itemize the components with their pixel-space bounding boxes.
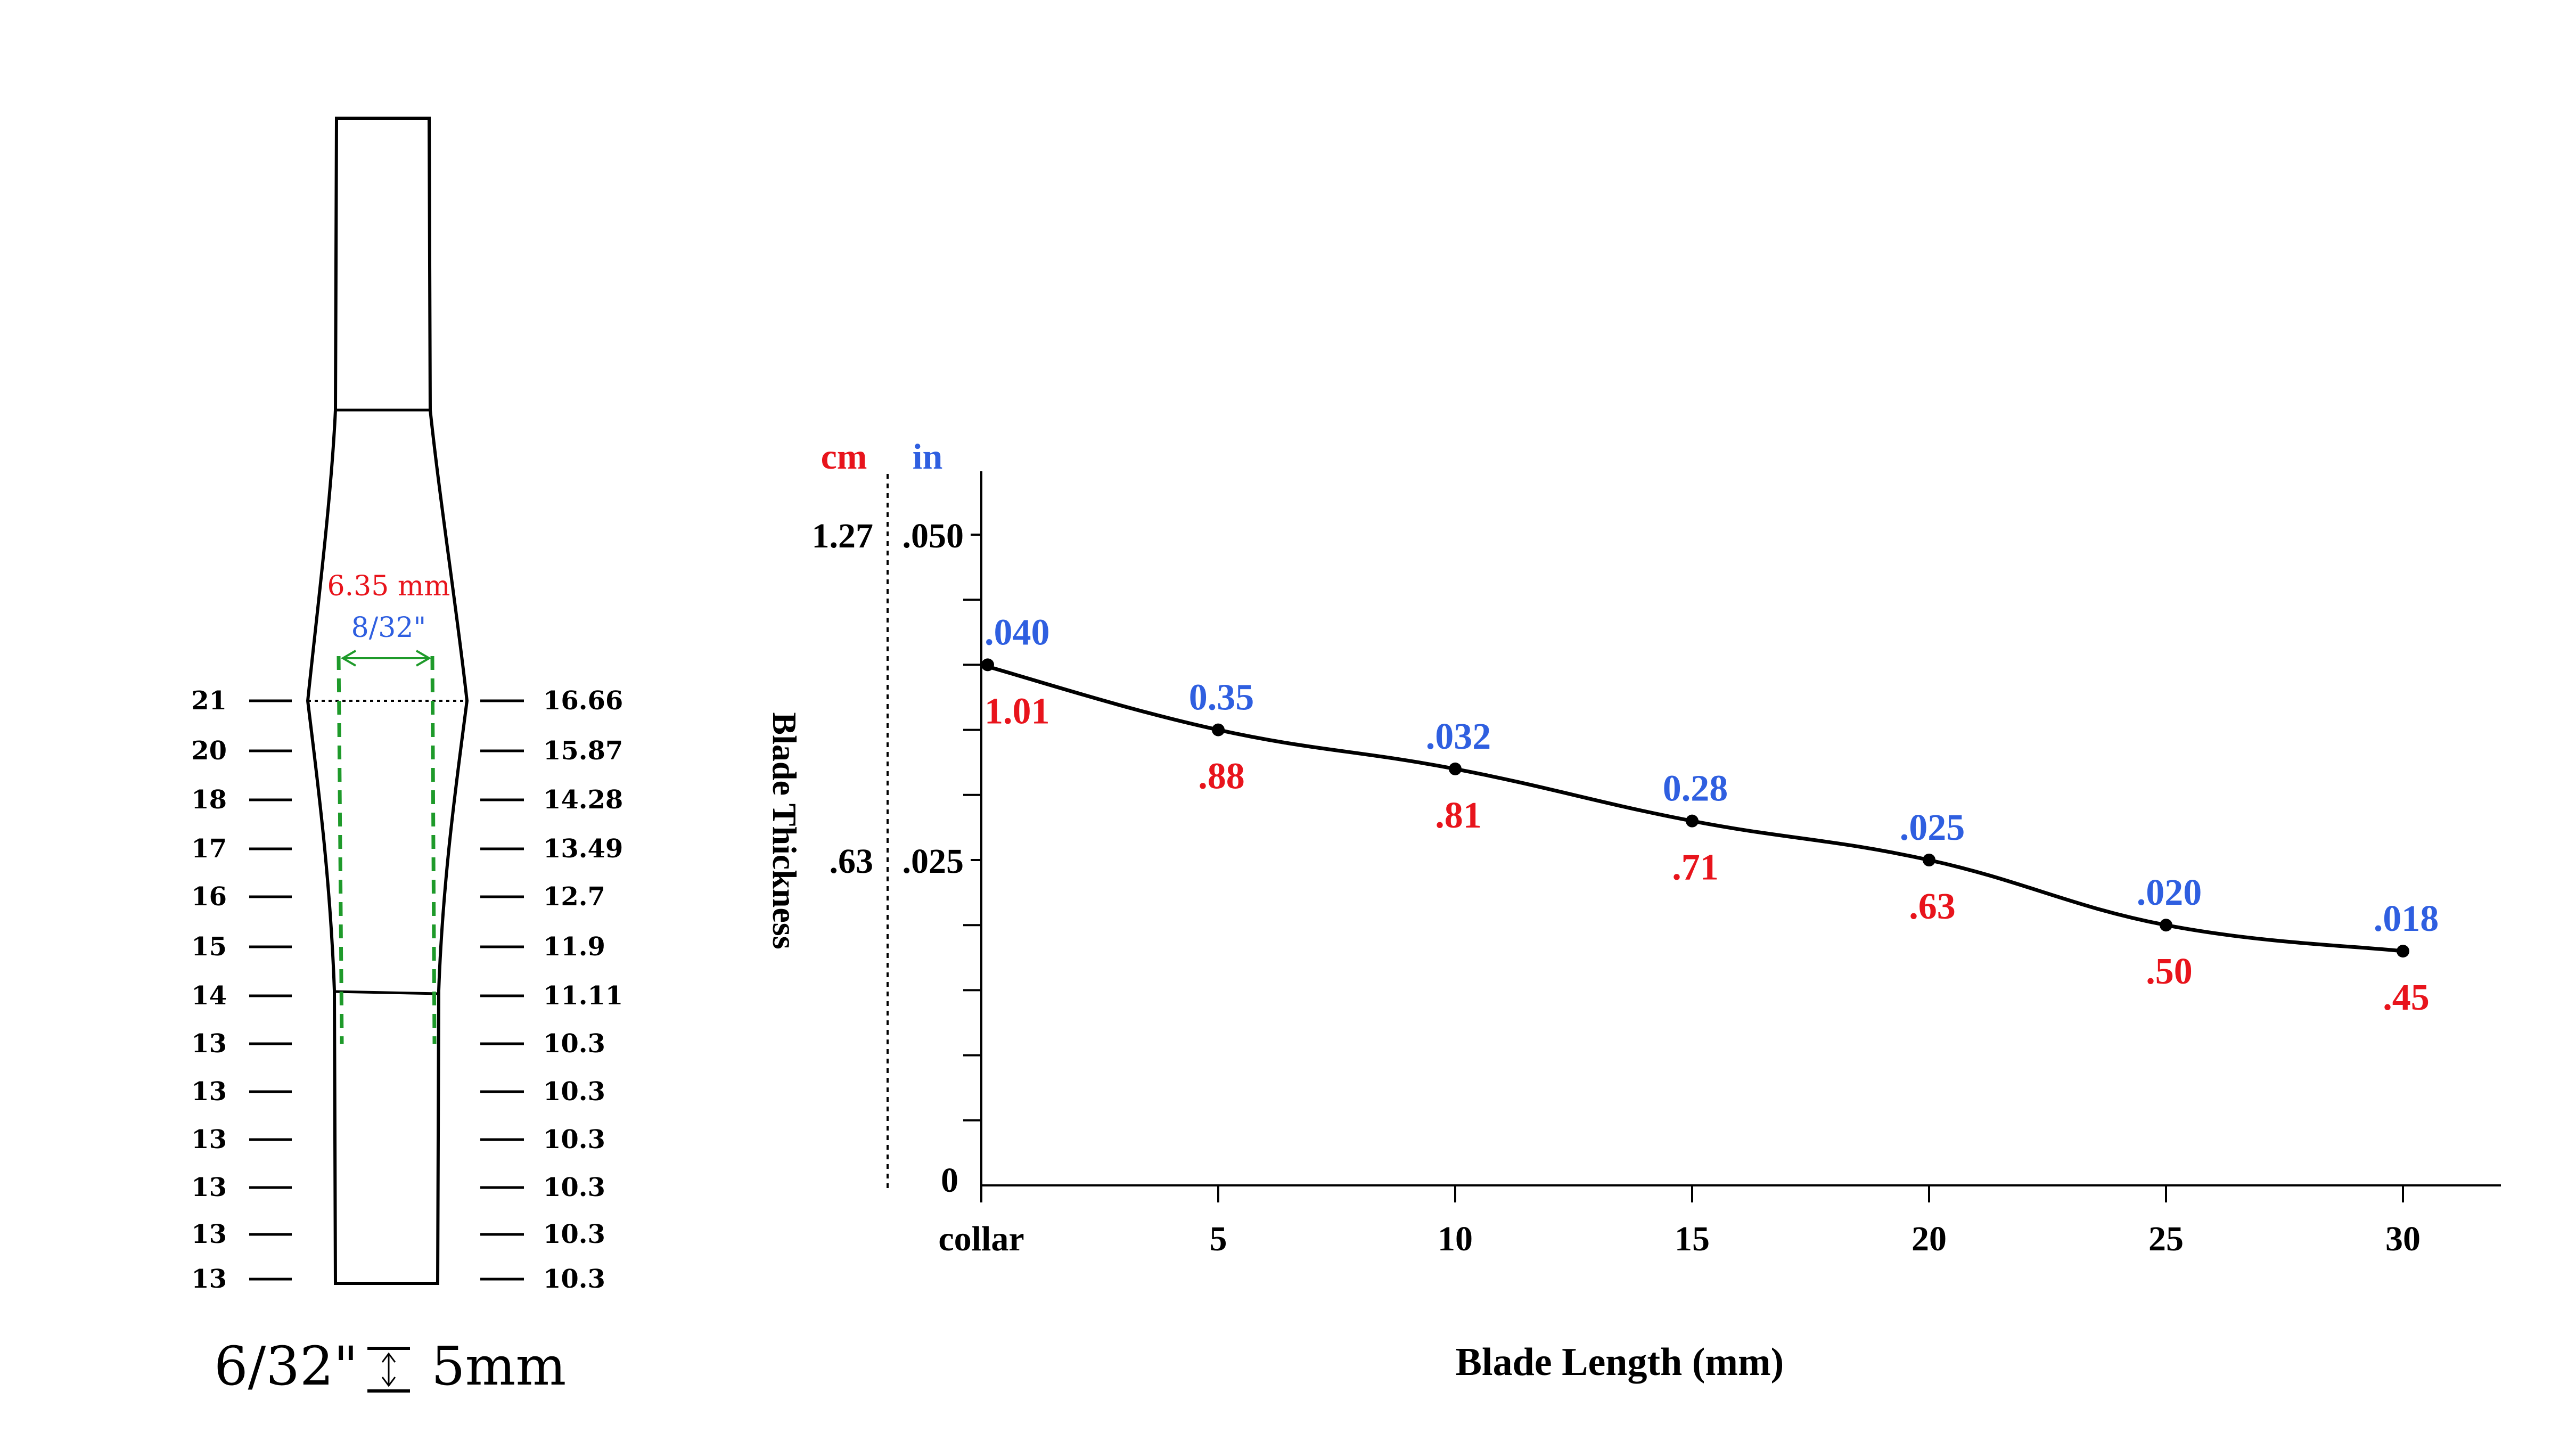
right-scale-label: 13.49 [543, 834, 623, 864]
width-arrow-head-right [415, 650, 431, 667]
left-scale-label: 17 [191, 834, 227, 864]
right-scale-label: 10.3 [543, 1264, 605, 1294]
x-tick-label: 25 [2148, 1219, 2184, 1258]
x-tick-label: collar [938, 1219, 1024, 1258]
data-label-in: .032 [1426, 716, 1491, 757]
y-tick-label-cm: 1.27 [812, 517, 874, 555]
data-label-cm: 1.01 [985, 691, 1050, 732]
y-tick-label-cm: .63 [830, 842, 874, 881]
y-tick-label-in: .025 [903, 842, 964, 881]
left-scale-label: 14 [191, 981, 227, 1011]
left-scale-label: 13 [191, 1173, 227, 1202]
x-tick-label: 20 [1912, 1219, 1947, 1258]
x-tick-label: 15 [1675, 1219, 1710, 1258]
data-point [1686, 814, 1699, 828]
blade-scales: 21 16.66 20 15.87 18 14.28 17 13.49 16 12.7 15 11.9… [191, 686, 623, 1294]
chart-ticks: collar 5 10 15 20 25 30 .050 .025 0 1.27 .63 [812, 517, 2421, 1258]
left-scale-label: 13 [191, 1029, 227, 1059]
data-label-cm: .88 [1198, 756, 1245, 797]
x-axis-title: Blade Length (mm) [1456, 1340, 1784, 1384]
data-point [1449, 762, 1462, 775]
transition-line [334, 990, 439, 995]
data-point [2160, 919, 2172, 932]
width-mm-label: 6.35 mm [327, 570, 450, 602]
right-scale-label: 10.3 [543, 1125, 605, 1155]
left-scale-label: 13 [191, 1219, 227, 1249]
right-scale-label: 12.7 [543, 882, 605, 912]
blade-outline [306, 117, 469, 1285]
right-scale-label: 10.3 [543, 1219, 605, 1249]
x-tick-label: 10 [1438, 1219, 1473, 1258]
data-label-in: 0.35 [1189, 677, 1254, 718]
left-scale-label: 16 [191, 882, 227, 912]
left-scale-label: 21 [191, 686, 227, 716]
data-label-cm: .81 [1435, 795, 1482, 836]
data-point [2397, 945, 2409, 958]
data-point [1212, 723, 1225, 736]
right-scale-label: 11.9 [543, 932, 605, 962]
unit-in-label: in [913, 436, 943, 477]
right-scale-label: 10.3 [543, 1029, 605, 1059]
width-in-label: 8/32" [351, 612, 426, 644]
x-tick-label: 5 [1210, 1219, 1227, 1258]
data-label-in: .040 [985, 612, 1050, 653]
left-scale-label: 13 [191, 1125, 227, 1155]
y-axis-title: Blade Thickness [766, 712, 803, 949]
legend-mm-label: 5mm [431, 1335, 566, 1397]
y-tick-label-in: .050 [903, 517, 964, 555]
y-tick-label-in: 0 [941, 1161, 958, 1200]
right-scale-label: 10.3 [543, 1173, 605, 1202]
x-tick-label: 30 [2385, 1219, 2421, 1258]
left-scale-label: 13 [191, 1077, 227, 1107]
data-label-in: .018 [2374, 898, 2439, 939]
legend-spacing-icon [367, 1347, 410, 1393]
data-label-cm: .71 [1672, 847, 1719, 888]
width-arrow-head-left [341, 650, 357, 667]
guide-right [430, 656, 437, 1044]
data-point [981, 658, 994, 672]
data-label-in: .025 [1900, 807, 1965, 848]
right-scale-label: 16.66 [543, 686, 623, 716]
left-scale-label: 20 [191, 736, 227, 766]
data-point [1923, 854, 1935, 866]
left-scale-label: 18 [191, 785, 227, 815]
data-label-cm: .45 [2383, 977, 2430, 1018]
right-scale-label: 10.3 [543, 1077, 605, 1107]
left-scale-label: 13 [191, 1264, 227, 1294]
guide-left [337, 656, 344, 1044]
legend-in-label: 6/32" [214, 1335, 358, 1397]
right-scale-label: 14.28 [543, 785, 623, 815]
left-scale-label: 15 [191, 932, 227, 962]
data-label-cm: .50 [2146, 951, 2193, 992]
unit-cm-label: cm [821, 436, 867, 477]
data-label-in: .020 [2137, 872, 2202, 913]
data-label-in: 0.28 [1663, 768, 1728, 809]
data-labels: .040 1.01 0.35 .88 .032 .81 0.28 .71 .025 .63 .020… [985, 612, 2439, 1018]
right-scale-label: 11.11 [543, 981, 623, 1011]
right-scale-label: 15.87 [543, 736, 623, 766]
data-label-cm: .63 [1909, 886, 1956, 927]
data-points [981, 658, 2409, 958]
